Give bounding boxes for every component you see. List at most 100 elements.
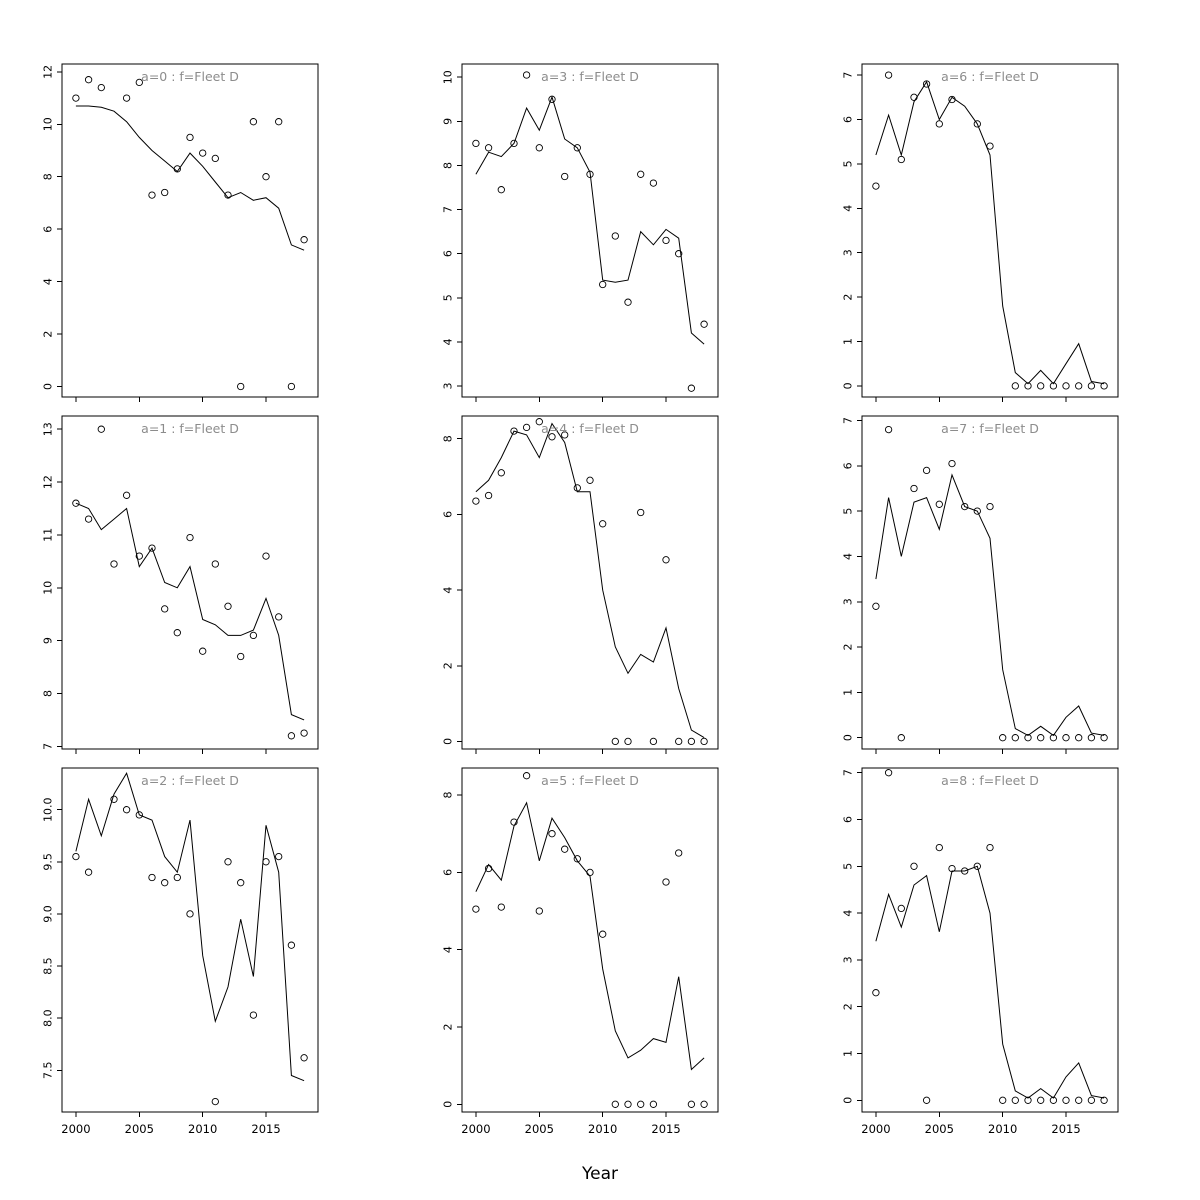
data-point (1024, 382, 1032, 390)
data-point (224, 602, 232, 610)
data-point (986, 843, 994, 852)
y-tick-label: 0 (842, 382, 855, 389)
panel-a4: 0 2 4 6 8 a=4 : f=Fleet D (400, 404, 800, 756)
data-point (211, 1097, 219, 1106)
y-tick-label: 4 (842, 205, 855, 212)
x-tick-label: 2000 (461, 1122, 490, 1136)
x-tick-label: 2010 (988, 1122, 1017, 1136)
data-point (973, 862, 981, 870)
data-point (72, 852, 80, 861)
data-point (935, 500, 943, 508)
data-point (611, 1100, 619, 1108)
y-tick-label: 2 (842, 1003, 855, 1010)
data-point (662, 878, 670, 886)
y-tick-label: 2 (842, 294, 855, 301)
data-point (275, 613, 283, 621)
x-tick-label: 2010 (588, 1122, 617, 1136)
data-point (472, 497, 480, 505)
data-point (262, 552, 270, 560)
data-point (84, 868, 93, 876)
data-point (922, 1096, 931, 1104)
data-point (186, 133, 194, 142)
y-tick-label: 8 (442, 162, 455, 169)
y-tick-label: 12 (42, 475, 55, 489)
y-tick-label: 2 (42, 331, 55, 338)
y-tick-label: 6 (842, 462, 855, 469)
data-point (586, 868, 594, 877)
y-tick-label: 12 (42, 65, 55, 79)
data-point (1011, 734, 1019, 742)
y-tick-label: 3 (442, 382, 455, 389)
panel-svg: 3 4 5 6 7 8 9 10 a=3 : f=Fleet D (442, 63, 719, 402)
plot-box (861, 767, 1119, 1113)
data-point (484, 864, 493, 873)
data-point (561, 172, 569, 181)
data-point (262, 173, 270, 181)
fit-line (75, 771, 305, 1082)
y-tick-label: 10 (442, 70, 455, 84)
data-point (922, 80, 931, 88)
y-tick-label: 10 (42, 117, 55, 131)
data-point (973, 120, 981, 128)
data-point (1037, 734, 1045, 742)
data-point (161, 879, 169, 887)
data-point (1037, 382, 1045, 390)
fit-line (75, 105, 305, 251)
data-point (510, 818, 518, 826)
x-tick-label: 2005 (525, 1122, 554, 1136)
panel-a3: 3 4 5 6 7 8 9 10 a=3 : f=Fleet D (400, 52, 800, 404)
plot-box (461, 415, 719, 750)
y-tick-label: 9 (42, 637, 55, 644)
data-point (535, 144, 543, 152)
data-point (173, 165, 181, 173)
data-point (948, 864, 956, 873)
panel-title: a=6 : f=Fleet D (941, 69, 1039, 84)
y-tick-label: 9.5 (42, 853, 55, 871)
data-point (1100, 734, 1108, 742)
y-tick-label: 5 (842, 508, 855, 515)
data-point (999, 1096, 1007, 1104)
data-point (897, 155, 905, 164)
data-point (84, 76, 93, 84)
data-point (211, 560, 219, 568)
data-point (599, 520, 607, 528)
y-tick-label: 3 (842, 249, 855, 256)
data-point (961, 502, 969, 511)
data-point (999, 734, 1007, 742)
y-tick-label: 6 (42, 226, 55, 233)
panel-a2: 7.5 8.0 8.5 9.0 9.5 10.0 2000 2005 2010 2015 a=2 :… (0, 756, 400, 1158)
data-point (1011, 1096, 1019, 1104)
data-point (599, 930, 607, 938)
fit-line (875, 865, 1105, 1099)
panel-title: a=2 : f=Fleet D (141, 773, 239, 788)
y-tick-label: 0 (842, 734, 855, 741)
data-point (1075, 382, 1083, 390)
x-axis-title: Year (582, 1164, 618, 1184)
data-point (910, 862, 918, 870)
panel-svg: 7 8 9 10 11 12 13 a=1 : f=Fleet D (42, 415, 319, 754)
panel-title: a=7 : f=Fleet D (941, 421, 1039, 436)
y-tick-label: 4 (842, 910, 855, 917)
data-point (186, 533, 194, 542)
y-tick-label: 0 (442, 738, 455, 745)
data-point (637, 1100, 645, 1108)
y-tick-label: 9.0 (42, 905, 55, 923)
data-point (287, 382, 296, 391)
data-point (287, 732, 296, 740)
data-point (1049, 734, 1058, 742)
y-tick-label: 10 (42, 581, 55, 595)
data-point (249, 1011, 258, 1019)
data-point (910, 93, 918, 101)
data-point (1087, 734, 1096, 742)
data-point (484, 491, 493, 500)
data-point (472, 905, 480, 913)
y-tick-label: 4 (842, 553, 855, 560)
y-tick-label: 1 (842, 338, 855, 345)
y-tick-label: 3 (842, 598, 855, 605)
data-point (122, 94, 131, 102)
plot-box (461, 767, 719, 1113)
data-point (300, 236, 308, 244)
y-tick-label: 10.0 (42, 797, 55, 822)
data-point (573, 484, 581, 492)
y-tick-label: 8 (442, 792, 455, 799)
